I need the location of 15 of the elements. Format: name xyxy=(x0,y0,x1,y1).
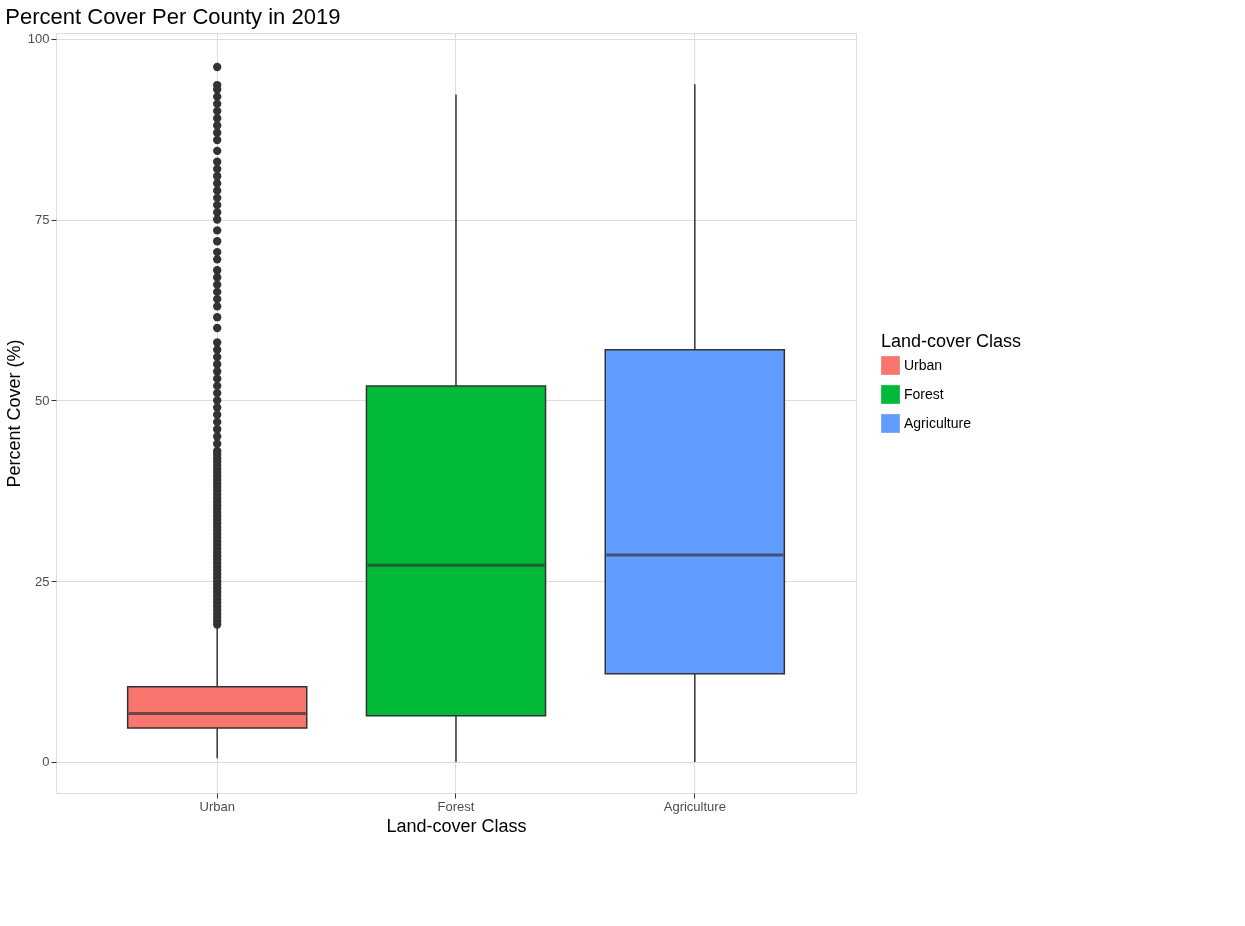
y-tick-label: 75 xyxy=(35,212,50,228)
legend-label: Urban xyxy=(904,356,943,373)
y-axis-title: Percent Cover (%) xyxy=(3,339,24,488)
legend-label: Agriculture xyxy=(904,414,972,431)
x-tick-label: Forest xyxy=(437,798,475,814)
y-tick-label: 0 xyxy=(42,754,50,770)
legend-label: Forest xyxy=(904,385,944,402)
y-tick-label: 25 xyxy=(35,573,50,589)
chart-title: Percent Cover Per County in 2019 xyxy=(5,3,341,29)
y-tick-label: 100 xyxy=(27,31,50,47)
x-tick-label: Urban xyxy=(199,798,235,814)
y-tick-label: 50 xyxy=(35,392,50,408)
x-axis-title: Land-cover Class xyxy=(386,815,527,836)
x-tick-label: Agriculture xyxy=(663,798,726,814)
legend-title: Land-cover Class xyxy=(881,331,1022,351)
